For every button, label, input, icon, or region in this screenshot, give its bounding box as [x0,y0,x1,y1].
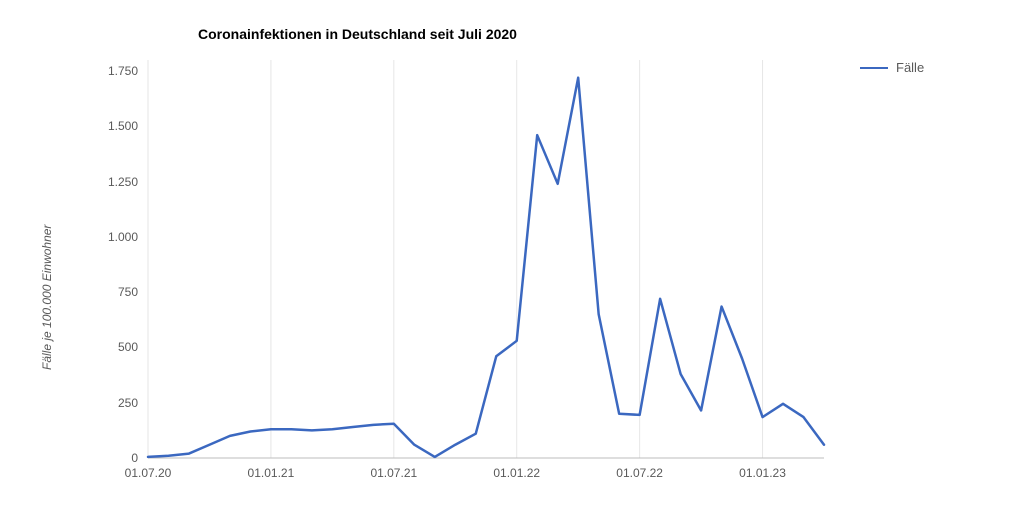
x-tick: 01.01.23 [739,466,786,480]
y-tick: 1.000 [88,230,138,244]
chart-container: { "chart": { "type": "line", "title": { … [0,0,1024,525]
y-tick: 1.250 [88,175,138,189]
y-tick: 250 [88,396,138,410]
legend-label: Fälle [896,60,924,75]
y-tick: 0 [88,451,138,465]
x-tick: 01.01.21 [248,466,295,480]
x-tick: 01.01.22 [493,466,540,480]
y-tick: 500 [88,340,138,354]
y-tick: 750 [88,285,138,299]
x-tick: 01.07.20 [125,466,172,480]
legend: Fälle [860,60,924,75]
chart-title: Coronainfektionen in Deutschland seit Ju… [198,26,517,42]
x-tick: 01.07.21 [370,466,417,480]
legend-swatch [860,67,888,69]
series [148,78,824,457]
plot-area [148,60,824,458]
y-axis-label: Fälle je 100.000 Einwohner [40,225,54,370]
y-tick: 1.750 [88,64,138,78]
y-tick: 1.500 [88,119,138,133]
x-tick: 01.07.22 [616,466,663,480]
grid [148,60,763,458]
